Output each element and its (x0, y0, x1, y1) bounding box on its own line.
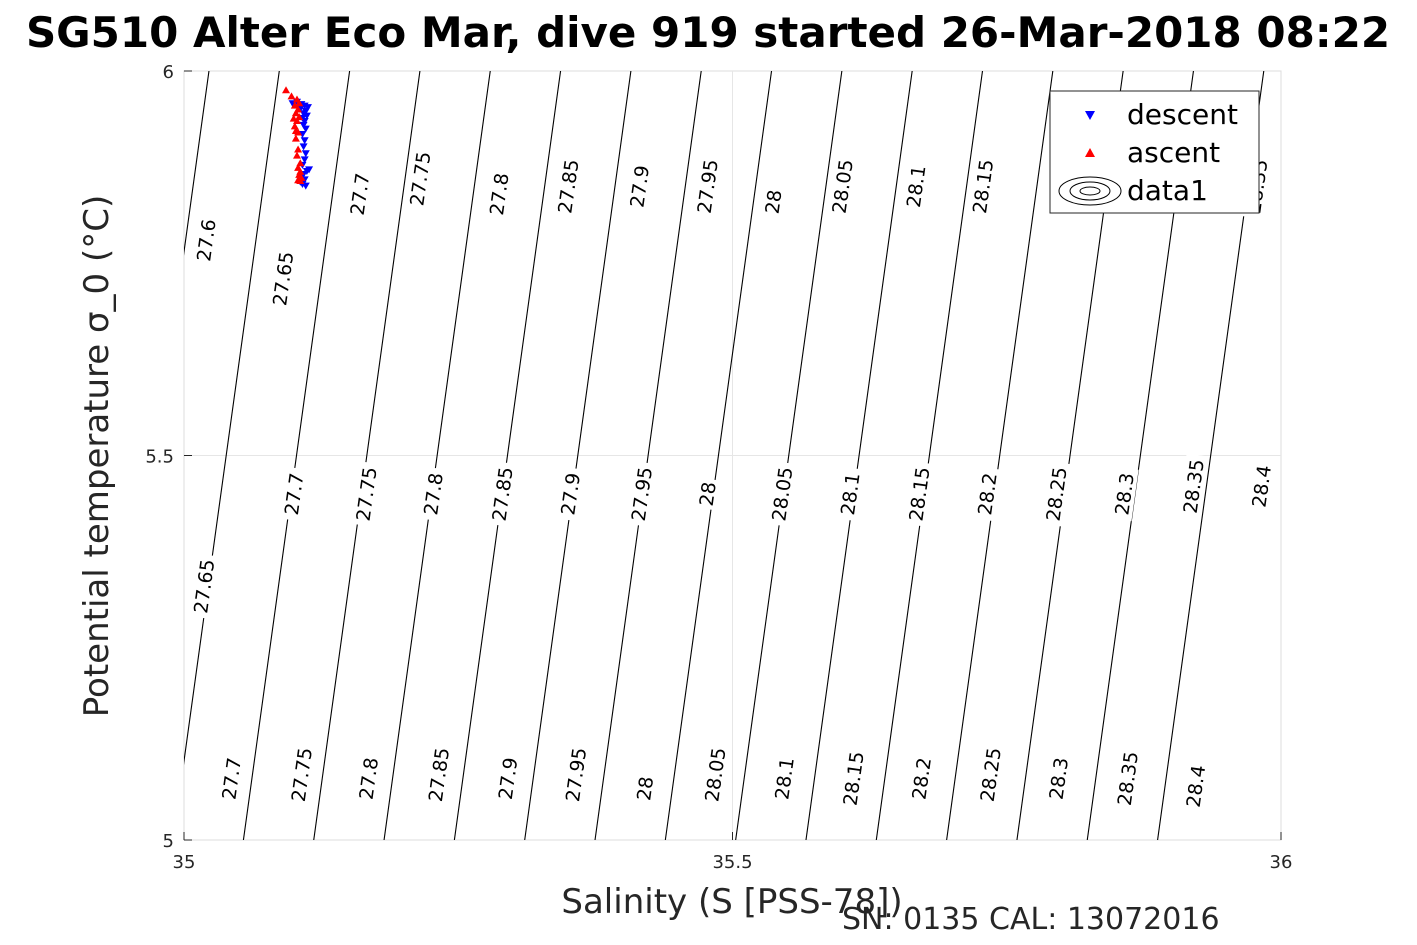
isopycnal-line (184, 71, 280, 766)
isopycnal-line (242, 71, 351, 840)
ascent-point (295, 99, 304, 107)
contour-label: 28.2 (906, 751, 936, 806)
legend-box (1049, 90, 1260, 214)
contour-label: 28.4 (1180, 758, 1210, 814)
x-axis-label: Salinity (S [PSS-78]) (561, 882, 902, 922)
descent-point (299, 143, 308, 151)
contour-label: 28 (694, 477, 721, 511)
calibration-footer: SN: 0135 CAL: 13072016 (842, 902, 1220, 937)
contour-label: 27.75 (286, 741, 317, 808)
legend-contour-icon (1058, 176, 1122, 206)
ascent-point (282, 86, 291, 94)
svg-text:28: 28 (696, 481, 721, 508)
isopycnal-line (946, 71, 1054, 840)
legend-ascent-marker (1085, 148, 1095, 157)
contour-label: 27.9 (555, 466, 585, 522)
ascent-point (291, 109, 300, 117)
isopycnal-line (594, 71, 702, 840)
y-tick-label: 6 (163, 62, 174, 83)
legend-ascent-label: ascent (1127, 136, 1220, 169)
contour-label: 28.1 (901, 159, 930, 214)
contour-label: 28.1 (835, 466, 865, 522)
isopycnal-line (524, 71, 632, 840)
legend-descent-marker (1085, 111, 1095, 120)
contour-label: 27.7 (345, 166, 374, 222)
ascent-point (291, 126, 300, 134)
data-points (282, 86, 314, 190)
svg-text:28: 28 (762, 188, 787, 215)
contour-label: 28.3 (1109, 466, 1139, 522)
isopycnal-line (875, 71, 984, 840)
contour-label: 27.7 (279, 466, 308, 522)
descent-point (301, 125, 310, 133)
isopycnal-line (313, 71, 421, 840)
chart-title: SG510 Alter Eco Mar, dive 919 started 26… (26, 8, 1390, 57)
svg-text:28: 28 (633, 775, 658, 802)
contour-label: 28.4 (1246, 458, 1276, 514)
ascent-point (296, 176, 305, 184)
y-tick-label: 5.5 (145, 447, 174, 468)
descent-point (300, 156, 309, 164)
descent-point (303, 104, 312, 112)
ascent-point (290, 122, 299, 130)
ascent-point (292, 151, 301, 159)
isopycnal-line (453, 71, 562, 840)
ascent-point (289, 114, 298, 122)
contour-label: 28 (760, 185, 787, 219)
descent-point (301, 150, 310, 158)
isopycnal-line (383, 71, 491, 840)
x-tick-label: 36 (1270, 852, 1293, 873)
descent-point (305, 166, 314, 174)
y-tick-label: 5 (163, 831, 174, 852)
contour-label: 27.8 (418, 466, 448, 522)
ascent-point (287, 92, 296, 100)
x-tick-label: 35.5 (712, 852, 752, 873)
x-tick-label: 35 (173, 852, 196, 873)
y-axis-label: Potential temperature σ_0 (°C) (77, 195, 117, 718)
axis-ticks: 35 35.5 36 5 5.5 6 (145, 62, 1292, 873)
density-contours (184, 71, 1265, 840)
contour-label: 28 (631, 772, 658, 805)
ascent-point (291, 134, 300, 142)
legend-descent-label: descent (1127, 98, 1238, 131)
contour-label: 28.3 (1043, 751, 1073, 806)
legend: descent ascent data1 (1049, 90, 1260, 214)
isopycnal-line (664, 71, 773, 840)
contour-label: 27.65 (267, 245, 298, 312)
contour-label: 28.2 (972, 466, 1002, 522)
isopycnal-line (735, 71, 843, 840)
legend-data1-label: data1 (1127, 174, 1208, 207)
contour-label: 28.15 (903, 461, 935, 527)
descent-point (302, 112, 311, 120)
isopycnal-line (184, 71, 210, 256)
descent-point (300, 137, 309, 145)
ascent-point (294, 145, 303, 153)
descent-point (301, 182, 310, 190)
descent-point (299, 121, 308, 129)
ascent-point (290, 101, 299, 109)
isopycnal-line (805, 71, 913, 840)
